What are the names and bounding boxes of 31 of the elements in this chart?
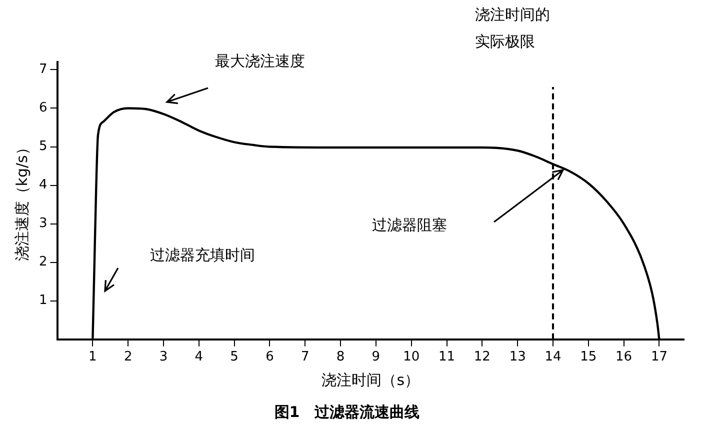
x-tick-label: 3 xyxy=(159,350,168,365)
y-tick-label: 6 xyxy=(38,100,48,116)
x-tick-label: 14 xyxy=(544,350,562,365)
x-tick-label: 5 xyxy=(230,350,238,365)
y-axis-title: 浇注速度（kg/s） xyxy=(12,140,31,262)
x-tick-label: 11 xyxy=(438,350,456,365)
x-tick-label: 17 xyxy=(650,350,668,365)
annotation: 过滤器充填时间 xyxy=(150,246,255,264)
x-tick-label: 1 xyxy=(88,350,97,365)
y-tick-label: 7 xyxy=(38,62,48,78)
x-tick-label: 10 xyxy=(403,350,420,365)
text: 图1 过滤器流速曲线 xyxy=(274,402,420,421)
x-tick-label: 13 xyxy=(509,350,526,365)
y-tick-label: 1 xyxy=(38,293,48,308)
x-tick-label: 9 xyxy=(372,350,380,365)
y-tick-label: 3 xyxy=(38,216,48,232)
x-tick-label: 4 xyxy=(194,350,204,365)
y-tick-label: 2 xyxy=(38,254,48,270)
x-tick-label: 6 xyxy=(266,350,274,365)
x-tick-label: 7 xyxy=(300,350,310,365)
x-tick-label: 12 xyxy=(474,350,490,365)
x-tick-label: 8 xyxy=(336,350,345,365)
x-axis-title: 浇注时间（s） xyxy=(322,370,420,389)
annotation: 最大浇注速度 xyxy=(215,52,305,70)
x-tick-label: 2 xyxy=(124,350,132,365)
y-tick-label: 5 xyxy=(38,139,48,154)
ref-line-label: 浇注时间的实际极限 xyxy=(474,5,550,50)
y-tick-label: 4 xyxy=(38,178,48,193)
annotation: 过滤器阻塞 xyxy=(372,216,447,234)
x-tick-label: 16 xyxy=(616,350,632,365)
x-tick-label: 15 xyxy=(580,350,597,365)
